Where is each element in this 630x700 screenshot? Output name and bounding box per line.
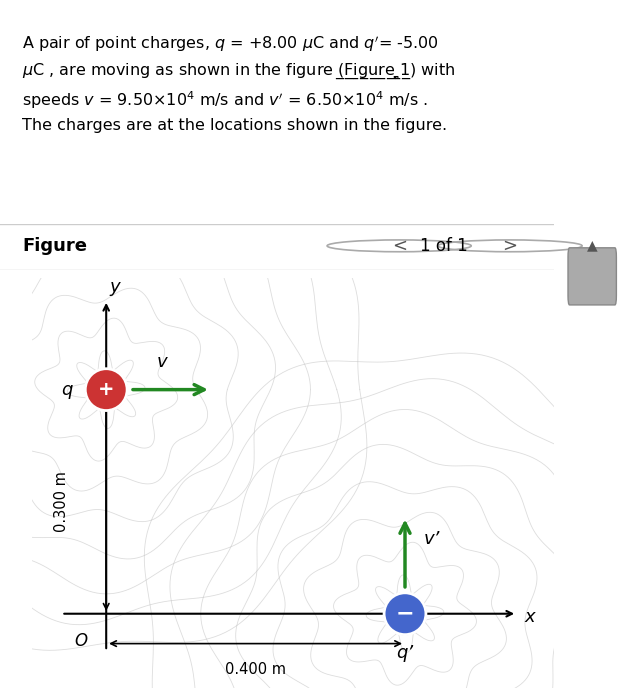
Text: A pair of point charges, $q$ = +8.00 $\mu$C and $q'$= -5.00
$\mu$C , are moving : A pair of point charges, $q$ = +8.00 $\m… [22, 34, 455, 133]
Text: Figure: Figure [22, 237, 87, 255]
Text: q’: q’ [396, 643, 413, 662]
Text: x: x [525, 608, 535, 626]
Text: v: v [157, 353, 168, 371]
Circle shape [384, 593, 426, 635]
Text: ▲: ▲ [587, 238, 597, 252]
Text: y: y [110, 279, 120, 296]
Text: 0.400 m: 0.400 m [225, 662, 286, 678]
Text: O: O [74, 632, 88, 650]
Text: +: + [98, 380, 115, 399]
Text: v’: v’ [423, 530, 440, 548]
Text: 1 of 1: 1 of 1 [420, 237, 467, 255]
Text: >: > [503, 237, 518, 255]
Text: 0.300 m: 0.300 m [54, 471, 69, 532]
Text: <: < [392, 237, 407, 255]
Text: q: q [61, 381, 72, 398]
Circle shape [85, 369, 127, 410]
FancyBboxPatch shape [568, 248, 616, 305]
Text: −: − [396, 603, 415, 624]
